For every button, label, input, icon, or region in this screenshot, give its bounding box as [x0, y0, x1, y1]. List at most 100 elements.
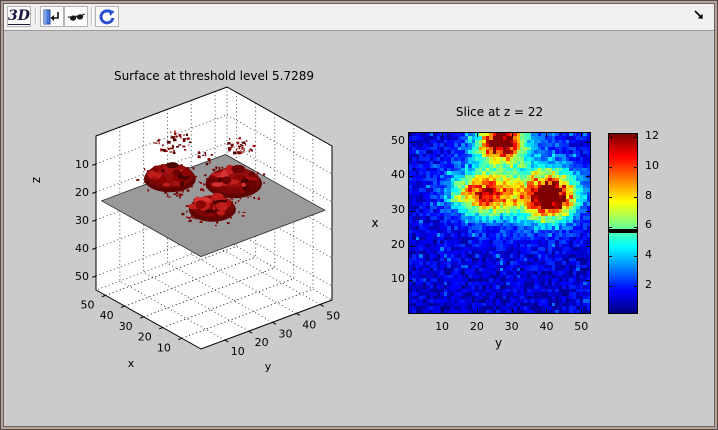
threshold-marker[interactable]: [609, 229, 637, 233]
refresh-button[interactable]: [95, 6, 119, 27]
isosurface-speck: [188, 144, 190, 146]
isosurface-speck: [186, 210, 188, 213]
tick-mark: [101, 294, 106, 298]
isosurface-3d-plot[interactable]: 10 20 30 40 50 10 20 30 40 50 10 20 30 40 50 x y: [31, 51, 366, 396]
isosurface-speck: [204, 154, 207, 157]
isosurface-speck: [237, 138, 242, 140]
tick-mark: [92, 191, 97, 194]
tick-mark: [158, 327, 163, 330]
grid-line: [95, 170, 228, 221]
slice-heatmap[interactable]: [408, 132, 591, 314]
tick-mark: [476, 309, 478, 313]
isosurface-speck: [232, 143, 234, 147]
isosurface-speck: [231, 143, 233, 147]
rotate-3d-button[interactable]: 3D: [7, 6, 31, 27]
isosurface-speck: [179, 196, 181, 199]
isosurface-speck: [176, 194, 179, 197]
tick-mark: [609, 286, 612, 288]
tick-mark: [409, 210, 413, 212]
y-tick-label: 50: [326, 309, 340, 322]
tick-mark: [409, 176, 413, 178]
tick-mark: [248, 330, 253, 334]
isosurface-speck: [218, 167, 221, 170]
isosurface-speck: [252, 144, 256, 148]
tick-mark: [319, 304, 324, 307]
x-tick-label: 10: [157, 341, 171, 354]
iso-visibility-button[interactable]: [64, 6, 88, 27]
isosurface-speck: [197, 155, 201, 159]
isosurface-speck: [244, 143, 247, 146]
isosurface-speck: [182, 138, 186, 140]
tick-mark: [586, 141, 590, 143]
isosurface-blob: [231, 164, 246, 174]
isosurface-speck: [167, 193, 169, 196]
z-tick-label: 50: [75, 270, 89, 283]
isosurface-speck: [204, 174, 207, 177]
isosurface-speck: [238, 146, 241, 150]
isosurface-speck: [216, 221, 219, 224]
isosurface-speck: [176, 145, 180, 148]
isosurface-speck: [144, 167, 146, 171]
isosurface-blob: [246, 179, 257, 190]
slice-y-tick-label: 40: [391, 168, 405, 182]
colorbar-tick-label: 4: [645, 248, 652, 261]
isosurface-speck: [182, 190, 184, 193]
y-tick-label: 10: [231, 345, 245, 358]
isosurface-speck: [192, 217, 196, 219]
isosurface-speck: [147, 189, 149, 192]
x-tick-label: 30: [119, 320, 133, 333]
slice-y-tick-label: 10: [391, 272, 405, 286]
grid-line: [95, 226, 228, 277]
figure-canvas: Surface at threshold level 5.7289 10 20 30…: [4, 31, 714, 426]
isosurface-speck: [175, 191, 179, 194]
tick-mark: [139, 316, 144, 319]
slice-x-tick-label: 50: [574, 320, 589, 333]
tick-mark: [272, 321, 277, 325]
tick-mark: [634, 196, 637, 198]
colorbar-tick-label: 8: [645, 189, 652, 202]
slice-y-tick-label: 50: [391, 133, 405, 147]
isosurface-speck: [163, 149, 166, 153]
tick-mark: [511, 133, 513, 137]
grid-line: [95, 198, 228, 249]
isosurface-speck: [164, 191, 168, 194]
isosurface-speck: [216, 168, 218, 170]
isosurface-speck: [195, 218, 198, 220]
tick-mark: [609, 256, 612, 258]
isosurface-blob: [209, 202, 214, 211]
toolbar-separator: [91, 7, 93, 25]
isosurface-blob: [170, 181, 183, 186]
isosurface-speck: [210, 154, 213, 156]
isosurface-speck: [170, 136, 174, 139]
slice-x-tick-label: 30: [504, 320, 519, 333]
slice-x-axis-label: y: [494, 336, 503, 350]
isosurface-speck: [182, 145, 186, 148]
colorbar[interactable]: [608, 133, 638, 314]
isosurface-speck: [228, 138, 231, 140]
slice-y-axis-label: x: [371, 216, 379, 230]
isosurface-speck: [173, 193, 177, 195]
slice-y-tick-label: 20: [391, 237, 405, 251]
tick-mark: [634, 137, 637, 138]
isosurface-blob: [241, 182, 246, 187]
isosurface-speck: [237, 152, 241, 155]
dock-arrow-icon[interactable]: [692, 8, 706, 22]
isosurface-speck: [170, 131, 172, 133]
tick-mark: [92, 247, 97, 250]
isosurface-speck: [212, 168, 216, 172]
isosurface-speck: [175, 135, 178, 138]
axes-box-outline: [95, 86, 333, 350]
isosurface-speck: [166, 140, 169, 144]
isosurface-speck: [233, 151, 237, 155]
slice-control-button[interactable]: [40, 6, 64, 27]
tick-mark: [586, 210, 590, 212]
isosurface-speck: [236, 141, 240, 145]
colorbar-tick-label: 2: [645, 278, 652, 291]
y-tick-label: 40: [302, 318, 316, 331]
tick-mark: [409, 280, 413, 282]
isosurface-speck: [263, 173, 266, 176]
isosurface-speck: [172, 147, 175, 150]
slice-plot-title: Slice at z = 22: [455, 105, 544, 119]
y-axis-label: y: [265, 360, 272, 373]
tick-mark: [546, 133, 548, 137]
